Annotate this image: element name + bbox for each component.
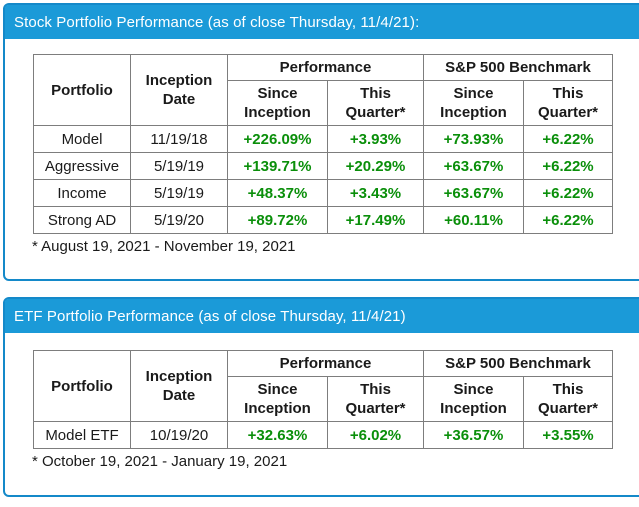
col-group-sp500-benchmark: S&P 500 Benchmark (423, 54, 613, 81)
col-header-perf-this-quarter: This Quarter* (327, 376, 424, 422)
portfolio-name: Income (33, 179, 131, 207)
perf-since-inception-value: +48.37% (227, 179, 328, 207)
col-header-portfolio: Portfolio (33, 350, 131, 422)
col-header-portfolio: Portfolio (33, 54, 131, 126)
perf-since-inception-value: +226.09% (227, 125, 328, 153)
quarter-date-range-footnote: * August 19, 2021 - November 19, 2021 (32, 238, 296, 255)
col-header-bench-since-inception: Since Inception (423, 376, 524, 422)
bench-this-quarter-value: +3.55% (523, 421, 613, 449)
table-row-model-etf: Model ETF 10/19/20 +32.63% +6.02% +36.57… (33, 421, 613, 449)
col-group-performance: Performance (227, 350, 424, 377)
col-header-perf-since-inception: Since Inception (227, 376, 328, 422)
table-row-strong-ad: Strong AD 5/19/20 +89.72% +17.49% +60.11… (33, 206, 613, 234)
perf-since-inception-value: +89.72% (227, 206, 328, 234)
bench-since-inception-value: +63.67% (423, 152, 524, 180)
inception-date: 10/19/20 (130, 421, 228, 449)
inception-date: 11/19/18 (130, 125, 228, 153)
table-row-income: Income 5/19/19 +48.37% +3.43% +63.67% +6… (33, 179, 613, 207)
bench-since-inception-value: +60.11% (423, 206, 524, 234)
etf-performance-table: Portfolio Inception Date Performance S&P… (33, 350, 613, 449)
col-header-perf-this-quarter: This Quarter* (327, 80, 424, 126)
stock-portfolio-section: Stock Portfolio Performance (as of close… (3, 3, 639, 281)
etf-portfolio-section: ETF Portfolio Performance (as of close T… (3, 297, 639, 497)
inception-date: 5/19/20 (130, 206, 228, 234)
bench-this-quarter-value: +6.22% (523, 125, 613, 153)
col-header-inception-date: Inception Date (130, 54, 228, 126)
inception-date: 5/19/19 (130, 179, 228, 207)
inception-date: 5/19/19 (130, 152, 228, 180)
bench-this-quarter-value: +6.22% (523, 152, 613, 180)
perf-this-quarter-value: +17.49% (327, 206, 424, 234)
col-header-perf-since-inception: Since Inception (227, 80, 328, 126)
etf-section-title-bar: ETF Portfolio Performance (as of close T… (5, 299, 639, 333)
quarter-date-range-footnote: * October 19, 2021 - January 19, 2021 (32, 453, 288, 470)
col-group-sp500-benchmark: S&P 500 Benchmark (423, 350, 613, 377)
perf-this-quarter-value: +6.02% (327, 421, 424, 449)
etf-section-body: Portfolio Inception Date Performance S&P… (5, 333, 639, 470)
col-header-bench-this-quarter: This Quarter* (523, 376, 613, 422)
portfolio-name: Strong AD (33, 206, 131, 234)
col-header-inception-date: Inception Date (130, 350, 228, 422)
bench-since-inception-value: +63.67% (423, 179, 524, 207)
col-group-performance: Performance (227, 54, 424, 81)
bench-this-quarter-value: +6.22% (523, 179, 613, 207)
bench-since-inception-value: +73.93% (423, 125, 524, 153)
stock-performance-table: Portfolio Inception Date Performance S&P… (33, 54, 613, 234)
bench-this-quarter-value: +6.22% (523, 206, 613, 234)
perf-since-inception-value: +139.71% (227, 152, 328, 180)
stock-section-title-bar: Stock Portfolio Performance (as of close… (5, 5, 639, 39)
perf-this-quarter-value: +20.29% (327, 152, 424, 180)
stock-section-body: Portfolio Inception Date Performance S&P… (5, 39, 639, 255)
etf-section-title: ETF Portfolio Performance (as of close T… (14, 307, 406, 325)
col-header-bench-since-inception: Since Inception (423, 80, 524, 126)
table-row-model: Model 11/19/18 +226.09% +3.93% +73.93% +… (33, 125, 613, 153)
perf-this-quarter-value: +3.43% (327, 179, 424, 207)
bench-since-inception-value: +36.57% (423, 421, 524, 449)
stock-section-title: Stock Portfolio Performance (as of close… (14, 13, 420, 31)
perf-since-inception-value: +32.63% (227, 421, 328, 449)
table-row-aggressive: Aggressive 5/19/19 +139.71% +20.29% +63.… (33, 152, 613, 180)
perf-this-quarter-value: +3.93% (327, 125, 424, 153)
portfolio-name: Model (33, 125, 131, 153)
col-header-bench-this-quarter: This Quarter* (523, 80, 613, 126)
portfolio-name: Aggressive (33, 152, 131, 180)
portfolio-name: Model ETF (33, 421, 131, 449)
